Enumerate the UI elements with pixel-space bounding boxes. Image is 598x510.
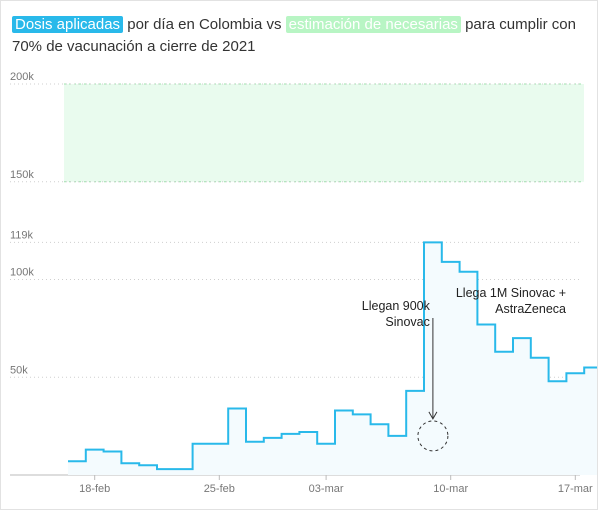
annotation-arrowhead-sinovac bbox=[428, 411, 438, 420]
y-tick-label: 200k bbox=[10, 71, 34, 83]
y-tick-label: 100k bbox=[10, 267, 34, 279]
annotation-text-sinovac: Sinovac bbox=[385, 315, 429, 329]
y-tick-label: 50k bbox=[10, 364, 28, 376]
title-needed-highlight: estimación de necesarias bbox=[285, 16, 461, 33]
title-applied-highlight: Dosis aplicadas bbox=[12, 16, 124, 33]
x-tick-label: 03-mar bbox=[309, 483, 344, 495]
x-tick-label: 25-feb bbox=[204, 483, 235, 495]
annotation-text-astrazeneca: AstraZeneca bbox=[495, 302, 566, 316]
y-tick-label: 150k bbox=[10, 169, 34, 181]
chart-title: Dosis aplicadas por día en Colombia vs e… bbox=[12, 14, 592, 58]
x-tick-label: 10-mar bbox=[433, 483, 468, 495]
needed-range-band bbox=[64, 84, 584, 182]
annotation-circle-sinovac bbox=[417, 420, 449, 452]
title-text-2: para cumplir con 70% de vacunación a cie… bbox=[12, 16, 576, 55]
x-tick-label: 18-feb bbox=[79, 483, 110, 495]
annotation-text-astrazeneca: Llega 1M Sinovac + bbox=[456, 286, 566, 300]
y-tick-label: 119k bbox=[10, 229, 34, 241]
title-text-1: por día en Colombia vs bbox=[123, 16, 286, 33]
x-tick-label: 17-mar bbox=[558, 483, 593, 495]
applied-doses-area bbox=[68, 242, 598, 475]
annotation-text-sinovac: Llegan 900k bbox=[362, 299, 431, 313]
applied-doses-series-line bbox=[68, 241, 598, 471]
